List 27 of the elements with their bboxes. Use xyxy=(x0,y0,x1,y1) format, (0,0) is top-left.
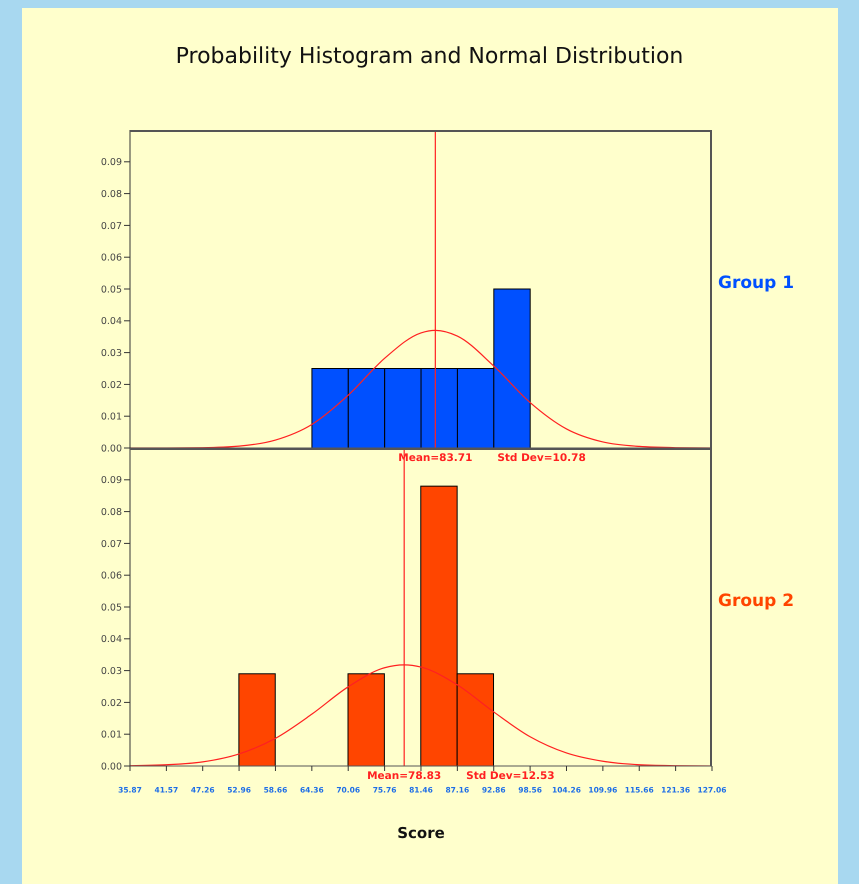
y-tick-label: 0.09 xyxy=(100,475,122,486)
y-tick-label: 0.05 xyxy=(100,284,122,296)
y-tick-label: 0.04 xyxy=(100,634,122,646)
y-tick-label: 0.00 xyxy=(100,761,122,772)
ref-line-label: Mean=78.83 xyxy=(367,770,442,782)
text: Std Dev=12.53 xyxy=(466,770,555,782)
y-tick-label: 0.07 xyxy=(100,220,122,232)
y-tick-label: 0.03 xyxy=(100,348,122,359)
y-tick-label: 0.06 xyxy=(100,252,122,264)
y-tick-label: 0.02 xyxy=(100,380,122,391)
y-tick-label: 0.00 xyxy=(100,443,122,454)
y-tick-label: 0.06 xyxy=(100,570,122,582)
y-tick-label: 0.08 xyxy=(100,188,122,200)
y-tick-label: 0.01 xyxy=(100,412,122,423)
y-tick-label: 0.01 xyxy=(100,730,122,741)
y-tick-label: 0.02 xyxy=(100,698,122,709)
y-tick-label: 0.05 xyxy=(100,602,122,614)
y-tick-label: 0.04 xyxy=(100,316,122,328)
y-tick-label: 0.08 xyxy=(100,506,122,518)
chart-title: Probability Histogram and Normal Distribution xyxy=(174,44,684,69)
text: Group 1 xyxy=(718,273,794,294)
annotation: Std Dev=10.78 xyxy=(497,452,586,464)
text: Group 2 xyxy=(718,591,794,612)
y-tick-label: 0.07 xyxy=(100,538,122,550)
x-axis-title: Score xyxy=(396,824,446,842)
y-tick-label: 0.09 xyxy=(100,157,122,168)
y-tick-label: 0.03 xyxy=(100,666,122,677)
